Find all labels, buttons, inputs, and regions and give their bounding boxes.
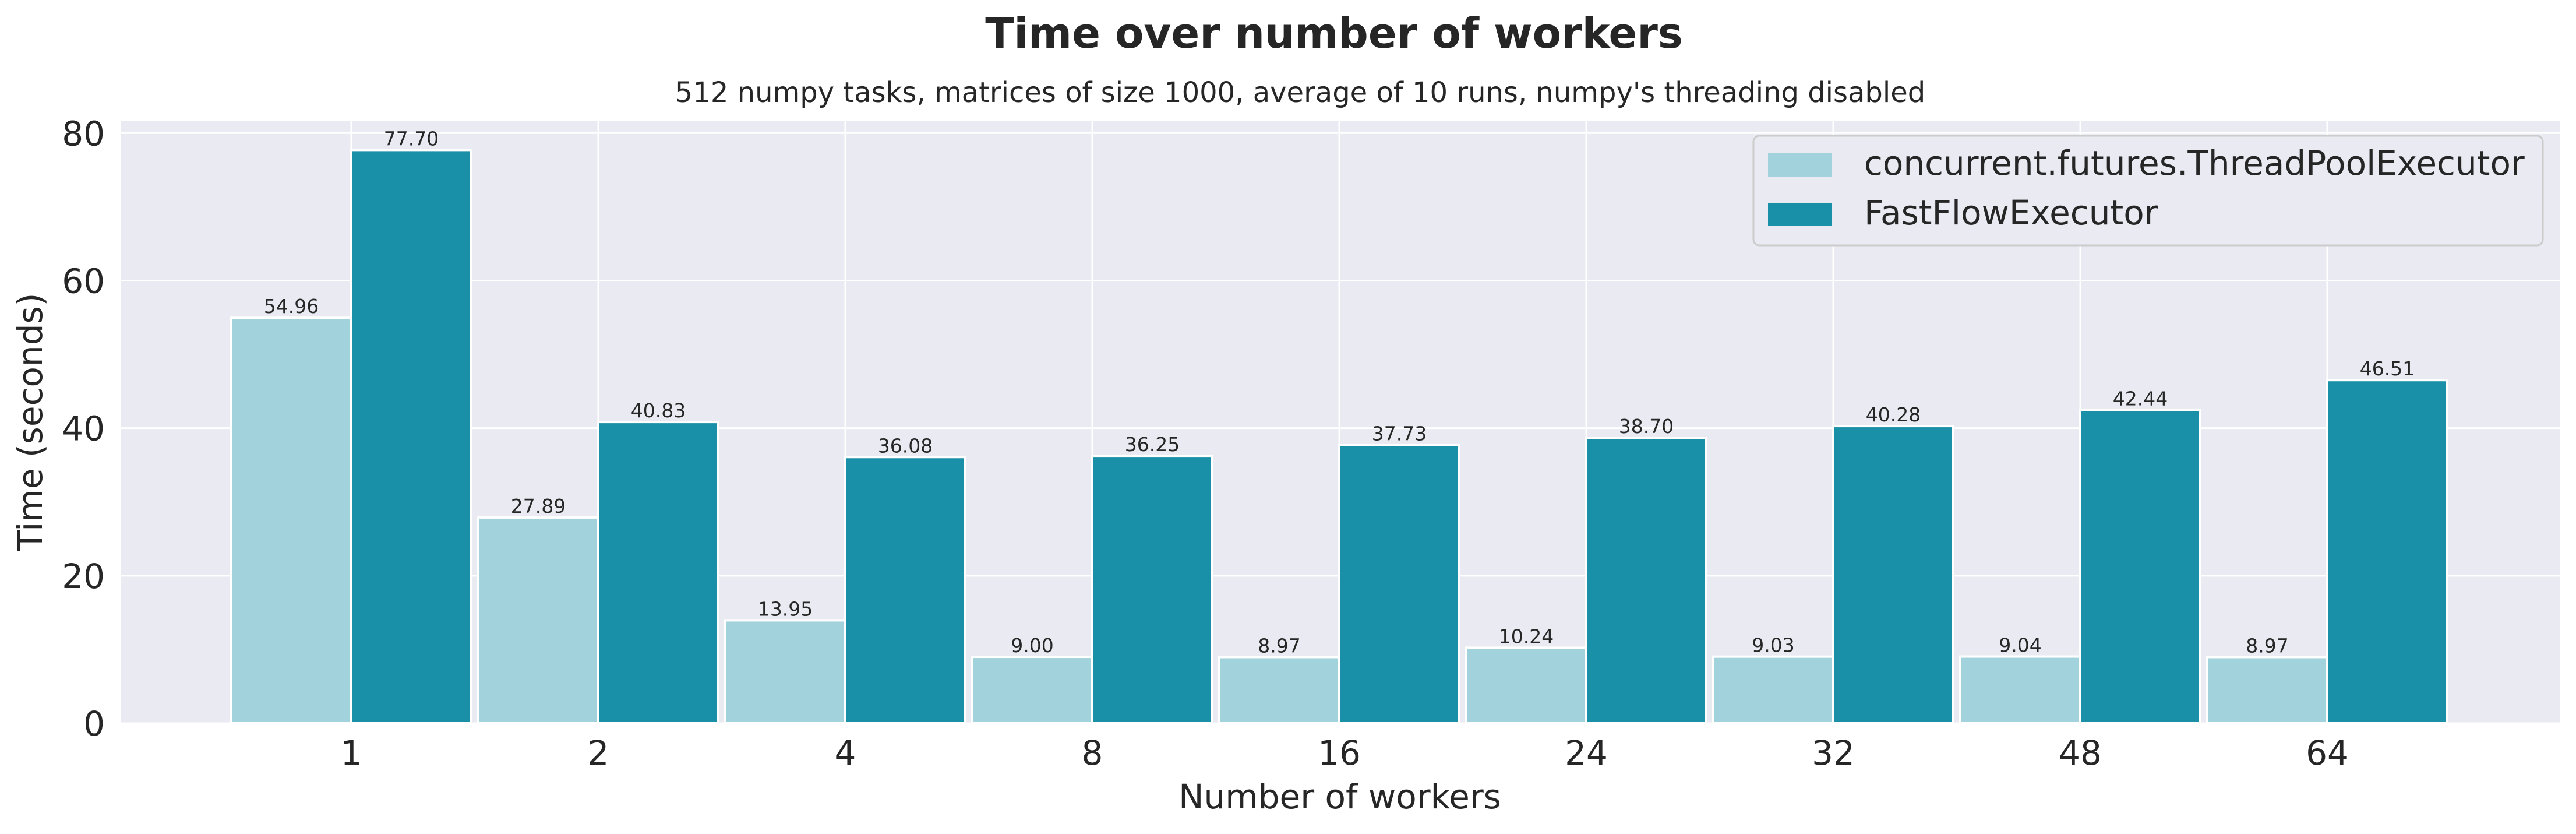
y-tick-label: 20 xyxy=(62,557,105,596)
bar-fastflow-64 xyxy=(2326,379,2448,724)
chart-title: Time over number of workers xyxy=(985,9,1683,58)
y-tick-label: 40 xyxy=(62,409,105,449)
x-tick-label: 24 xyxy=(1565,733,1608,773)
bar-fastflow-2 xyxy=(597,421,719,724)
x-tick-label: 16 xyxy=(1318,733,1361,773)
bar-threadpool-1 xyxy=(230,316,352,724)
bar-threadpool-64 xyxy=(2206,656,2328,724)
legend: concurrent.futures.ThreadPoolExecutor Fa… xyxy=(1752,135,2544,247)
data-label-fastflow-64: 46.51 xyxy=(2360,357,2415,380)
bar-fastflow-16 xyxy=(1338,444,1460,724)
data-label-threadpool-2: 27.89 xyxy=(511,495,566,518)
bar-fastflow-4 xyxy=(844,456,966,724)
bars xyxy=(230,149,2448,725)
x-tick-label: 2 xyxy=(588,733,609,773)
data-label-threadpool-64: 8.97 xyxy=(2246,634,2288,657)
bar-fastflow-24 xyxy=(1585,437,1707,724)
data-label-fastflow-48: 42.44 xyxy=(2113,388,2168,410)
legend-label-fastflow: FastFlowExecutor xyxy=(1864,193,2158,233)
bar-fastflow-1 xyxy=(350,149,472,724)
legend-label-threadpool: concurrent.futures.ThreadPoolExecutor xyxy=(1864,143,2525,183)
bar-threadpool-24 xyxy=(1465,646,1587,725)
data-label-fastflow-32: 40.28 xyxy=(1866,403,1921,426)
bar-fastflow-8 xyxy=(1091,455,1213,724)
x-axis-label: Number of workers xyxy=(1178,777,1501,817)
data-label-fastflow-1: 77.70 xyxy=(384,127,439,150)
legend-swatch-fastflow xyxy=(1768,203,1832,226)
x-tick-label: 4 xyxy=(835,733,856,773)
data-label-fastflow-24: 38.70 xyxy=(1619,415,1674,438)
data-label-threadpool-24: 10.24 xyxy=(1499,625,1554,648)
legend-box xyxy=(1752,135,2544,247)
y-axis-label: Time (seconds) xyxy=(10,293,50,552)
data-label-threadpool-8: 9.00 xyxy=(1011,634,1053,657)
data-label-fastflow-16: 37.73 xyxy=(1372,422,1427,445)
y-tick-label: 80 xyxy=(62,114,105,153)
bar-threadpool-8 xyxy=(971,656,1093,724)
bar-threadpool-4 xyxy=(724,619,846,725)
data-label-threadpool-16: 8.97 xyxy=(1258,634,1300,657)
x-tick-label: 1 xyxy=(341,733,362,773)
bar-fastflow-48 xyxy=(2079,409,2201,724)
legend-swatch-threadpool xyxy=(1768,153,1832,177)
data-label-fastflow-8: 36.25 xyxy=(1125,433,1180,456)
data-label-fastflow-2: 40.83 xyxy=(631,399,686,422)
x-tick-label: 32 xyxy=(1812,733,1855,773)
x-tick-label: 48 xyxy=(2059,733,2102,773)
data-label-fastflow-4: 36.08 xyxy=(878,434,933,457)
chart-subtitle: 512 numpy tasks, matrices of size 1000, … xyxy=(675,76,1925,109)
x-tick-label: 8 xyxy=(1082,733,1103,773)
bar-threadpool-48 xyxy=(1959,655,2081,725)
data-label-threadpool-1: 54.96 xyxy=(264,295,319,318)
x-tick-label: 64 xyxy=(2306,733,2349,773)
data-label-threadpool-4: 13.95 xyxy=(758,597,813,620)
y-tick-label: 60 xyxy=(62,261,105,301)
bar-threadpool-32 xyxy=(1712,655,1834,725)
data-label-threadpool-32: 9.03 xyxy=(1752,634,1794,657)
data-labels: 54.96 27.89 13.95 9.00 8.97 10.24 9.03 9.04 8.97… xyxy=(264,127,2415,657)
bar-fastflow-32 xyxy=(1832,425,1954,724)
bar-threadpool-2 xyxy=(477,516,599,725)
bar-threadpool-16 xyxy=(1218,656,1340,724)
y-tick-label: 0 xyxy=(83,704,105,744)
data-label-threadpool-48: 9.04 xyxy=(1999,634,2041,657)
